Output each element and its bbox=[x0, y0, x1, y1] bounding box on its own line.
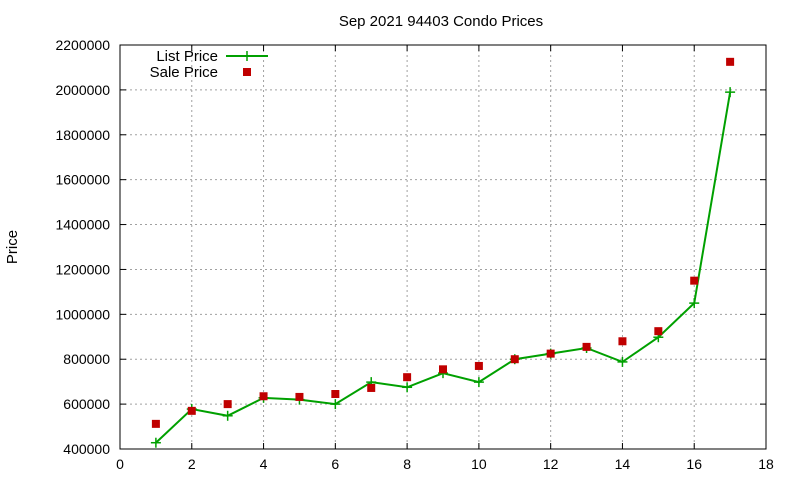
sale-price-point bbox=[439, 365, 447, 374]
list-price-point bbox=[222, 410, 233, 421]
list-price-point bbox=[402, 382, 413, 393]
grid bbox=[120, 45, 766, 449]
legend-label: List Price bbox=[156, 48, 218, 65]
y-axis: 400000 600000 800000 1000000 1200000 1400000 1… bbox=[55, 37, 766, 457]
x-tick-label: 12 bbox=[543, 456, 559, 472]
sale-price-point bbox=[367, 383, 376, 392]
x-tick-label: 14 bbox=[615, 456, 631, 472]
y-axis-title: Price bbox=[4, 230, 21, 264]
list-price-point bbox=[689, 298, 700, 309]
y-tick-label: 600000 bbox=[63, 396, 110, 412]
x-tick-label: 18 bbox=[758, 456, 774, 472]
sale-price-point bbox=[690, 276, 699, 285]
series bbox=[150, 57, 736, 448]
series-list-price bbox=[150, 87, 736, 448]
x-tick-label: 0 bbox=[116, 456, 124, 472]
sale-price-point bbox=[546, 349, 555, 358]
sale-price-point bbox=[259, 392, 268, 401]
plot-frame bbox=[119, 44, 767, 450]
list-price-point bbox=[473, 377, 484, 388]
sale-price-point bbox=[654, 327, 663, 336]
chart-title: Sep 2021 94403 Condo Prices bbox=[339, 13, 543, 30]
x-axis: 0 2 4 6 8 10 12 14 16 18 bbox=[116, 45, 774, 472]
y-tick-label: 1600000 bbox=[55, 172, 110, 188]
y-tick-label: 1800000 bbox=[55, 127, 110, 143]
list-price-point bbox=[617, 356, 628, 367]
sale-price-point bbox=[726, 57, 735, 66]
x-tick-label: 6 bbox=[331, 456, 339, 472]
y-tick-label: 2000000 bbox=[55, 82, 110, 98]
sale-price-point bbox=[582, 342, 591, 351]
list-price-point bbox=[330, 399, 341, 410]
x-tick-label: 10 bbox=[471, 456, 487, 472]
series-sale-price bbox=[151, 57, 735, 428]
sale-price-point bbox=[618, 337, 627, 346]
y-tick-label: 1000000 bbox=[55, 306, 110, 322]
sale-price-point bbox=[403, 373, 412, 382]
sale-price-point bbox=[187, 406, 196, 415]
sale-price-point bbox=[331, 390, 340, 399]
list-price-point bbox=[725, 87, 736, 98]
legend-item: Sale Price bbox=[150, 64, 251, 81]
sale-price-point bbox=[223, 400, 232, 409]
legend-item: List Price bbox=[156, 48, 268, 65]
sale-price-point bbox=[151, 419, 160, 428]
x-tick-label: 8 bbox=[403, 456, 411, 472]
y-tick-label: 1200000 bbox=[55, 261, 110, 277]
list-price-line bbox=[155, 91, 732, 444]
sale-price-point bbox=[510, 355, 519, 364]
legend-label: Sale Price bbox=[150, 64, 218, 81]
legend-swatch-point bbox=[242, 51, 252, 61]
y-tick-label: 2200000 bbox=[55, 37, 110, 53]
legend-swatch-point bbox=[243, 68, 251, 76]
sale-price-point bbox=[295, 392, 304, 401]
y-tick-label: 400000 bbox=[63, 441, 110, 457]
x-tick-label: 16 bbox=[686, 456, 702, 472]
list-price-point bbox=[150, 437, 161, 448]
x-tick-label: 4 bbox=[260, 456, 268, 472]
sale-price-point bbox=[474, 361, 483, 370]
x-tick-label: 2 bbox=[188, 456, 196, 472]
y-tick-label: 1400000 bbox=[55, 217, 110, 233]
y-tick-label: 800000 bbox=[63, 351, 110, 367]
